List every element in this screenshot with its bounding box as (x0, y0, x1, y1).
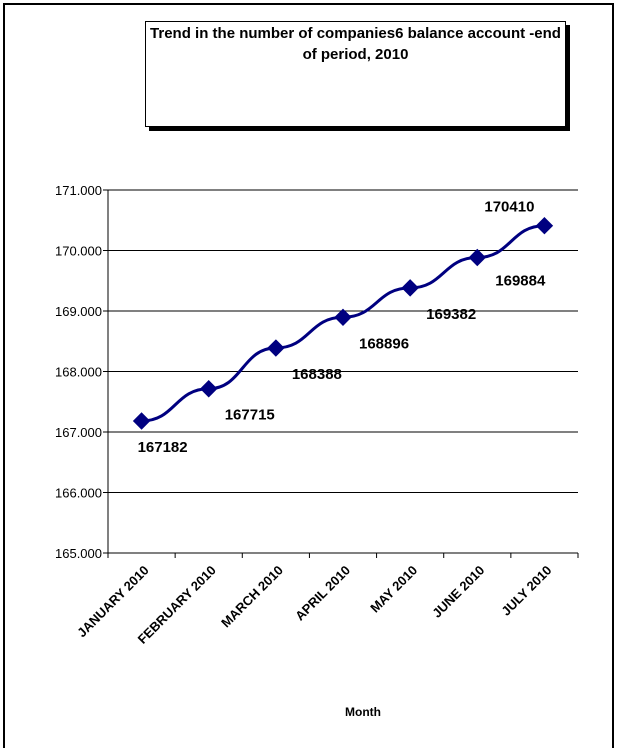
labels: 167182 167715 168388 168896 169382 169884 1704… (138, 199, 546, 456)
y-tick-label: 171.000 (55, 183, 102, 198)
data-point-marker (468, 248, 486, 267)
x-tick-label: MARCH 2010 (218, 563, 286, 631)
chart-title: Trend in the number of companies6 balanc… (145, 21, 566, 127)
data-point-marker (535, 216, 554, 235)
y-tick-label: 168.000 (55, 365, 102, 380)
x-tick-label: MAY 2010 (367, 563, 420, 616)
x-tick-label: JUNE 2010 (429, 563, 487, 621)
data-point-marker (401, 279, 419, 297)
data-label: 168388 (292, 366, 342, 383)
series (132, 216, 554, 430)
y-tick-label: 165.000 (55, 546, 102, 561)
data-point-marker (200, 380, 218, 398)
data-label: 169884 (495, 273, 546, 290)
data-label: 170410 (484, 199, 534, 216)
y-tick-label: 167.000 (55, 425, 102, 440)
x-axis-title: Month (345, 705, 381, 719)
x-tick-label: JULY 2010 (498, 563, 554, 619)
x-tick-label: JANUARY 2010 (74, 563, 152, 641)
axes: 165.000 166.000 167.000 168.000 169.000 170.0… (55, 183, 579, 719)
chart-frame (3, 3, 614, 748)
data-label: 169382 (426, 306, 476, 323)
data-label: 168896 (359, 335, 409, 352)
data-point-marker (334, 308, 352, 326)
y-tick-label: 169.000 (55, 304, 102, 319)
data-label: 167182 (138, 439, 188, 456)
data-point-marker (267, 339, 285, 357)
y-tick-label: 170.000 (55, 244, 102, 259)
data-label: 167715 (225, 407, 275, 424)
data-point-marker (132, 412, 151, 430)
x-tick-label: APRIL 2010 (292, 563, 353, 624)
y-tick-label: 166.000 (55, 486, 102, 501)
